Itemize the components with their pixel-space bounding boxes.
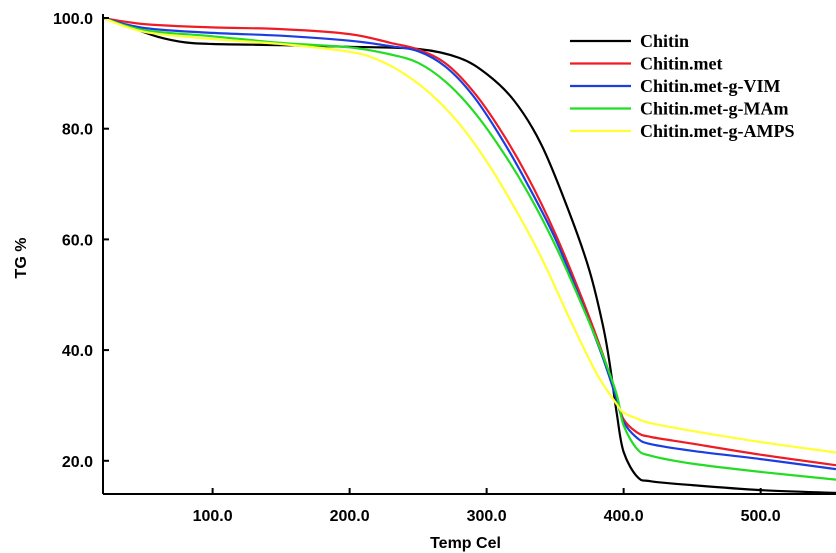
x-tick-label: 100.0 (193, 508, 233, 525)
x-tick-label: 500.0 (741, 508, 781, 525)
y-tick-label: 100.0 (53, 11, 93, 28)
x-ticks: 100.0 200.0 300.0 400.0 500.0 (193, 488, 781, 525)
y-tick-label: 60.0 (62, 232, 93, 249)
axes (102, 14, 836, 495)
x-tick-label: 300.0 (467, 508, 507, 525)
y-tick-label: 20.0 (62, 454, 93, 471)
x-tick-label: 400.0 (604, 508, 644, 525)
x-axis-title: Temp Cel (430, 535, 501, 552)
series-line-5 (102, 16, 836, 454)
legend-label: Chitin (640, 31, 689, 51)
plot-lines (102, 16, 836, 494)
y-tick-label: 40.0 (62, 343, 93, 360)
series-line-1 (102, 16, 836, 494)
legend-label: Chitin.met (640, 54, 723, 74)
legend-label: Chitin.met-g-MAm (640, 99, 788, 119)
y-axis-title: TG % (13, 238, 30, 279)
x-tick-label: 200.0 (330, 508, 370, 525)
legend-label: Chitin.met-g-VIM (640, 76, 780, 96)
series-line-3 (102, 16, 836, 471)
y-tick-label: 80.0 (62, 122, 93, 139)
legend-label: Chitin.met-g-AMPS (640, 121, 794, 141)
series-line-4 (102, 16, 836, 481)
y-ticks: 20.0 40.0 60.0 80.0 100.0 (53, 11, 109, 471)
series-line-2 (102, 16, 836, 467)
